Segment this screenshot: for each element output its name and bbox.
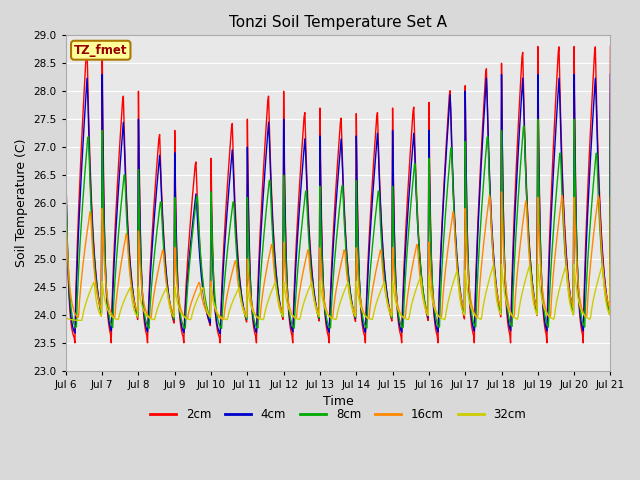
2cm	[332, 198, 339, 204]
8cm	[62, 172, 70, 178]
4cm	[384, 298, 392, 304]
Legend: 2cm, 4cm, 8cm, 16cm, 32cm: 2cm, 4cm, 8cm, 16cm, 32cm	[146, 403, 531, 425]
Line: 4cm: 4cm	[66, 74, 611, 334]
16cm	[558, 192, 566, 198]
2cm	[607, 44, 614, 49]
2cm	[62, 161, 70, 167]
32cm	[330, 316, 338, 322]
Line: 2cm: 2cm	[66, 41, 611, 343]
Title: Tonzi Soil Temperature Set A: Tonzi Soil Temperature Set A	[229, 15, 447, 30]
32cm	[383, 301, 391, 307]
2cm	[558, 160, 566, 166]
32cm	[607, 262, 614, 267]
2cm	[183, 270, 191, 276]
8cm	[383, 298, 391, 303]
8cm	[205, 313, 213, 319]
4cm	[607, 72, 614, 77]
16cm	[437, 315, 445, 321]
4cm	[438, 232, 445, 238]
4cm	[216, 331, 224, 336]
Line: 16cm: 16cm	[66, 192, 611, 320]
16cm	[330, 300, 338, 305]
2cm	[207, 323, 214, 328]
Line: 32cm: 32cm	[66, 264, 611, 320]
8cm	[558, 193, 566, 199]
16cm	[182, 314, 189, 320]
2cm	[384, 300, 392, 305]
32cm	[498, 262, 506, 267]
Text: TZ_fmet: TZ_fmet	[74, 44, 127, 57]
4cm	[62, 164, 70, 169]
8cm	[330, 261, 338, 266]
8cm	[437, 283, 445, 288]
32cm	[558, 276, 566, 282]
32cm	[205, 313, 213, 319]
8cm	[145, 325, 153, 331]
16cm	[62, 206, 70, 212]
X-axis label: Time: Time	[323, 396, 353, 408]
16cm	[498, 189, 506, 195]
2cm	[99, 38, 106, 44]
16cm	[607, 194, 614, 200]
Line: 8cm: 8cm	[66, 119, 611, 328]
16cm	[383, 299, 391, 305]
4cm	[99, 72, 106, 77]
2cm	[438, 225, 445, 231]
4cm	[332, 215, 339, 221]
8cm	[607, 116, 614, 122]
32cm	[78, 317, 86, 323]
4cm	[205, 319, 213, 325]
32cm	[62, 315, 70, 321]
16cm	[205, 312, 212, 318]
8cm	[182, 307, 190, 313]
16cm	[220, 317, 227, 323]
4cm	[182, 294, 190, 300]
4cm	[558, 170, 566, 176]
Y-axis label: Soil Temperature (C): Soil Temperature (C)	[15, 139, 28, 267]
2cm	[71, 340, 79, 346]
32cm	[182, 315, 190, 321]
32cm	[437, 315, 445, 321]
8cm	[534, 116, 541, 122]
